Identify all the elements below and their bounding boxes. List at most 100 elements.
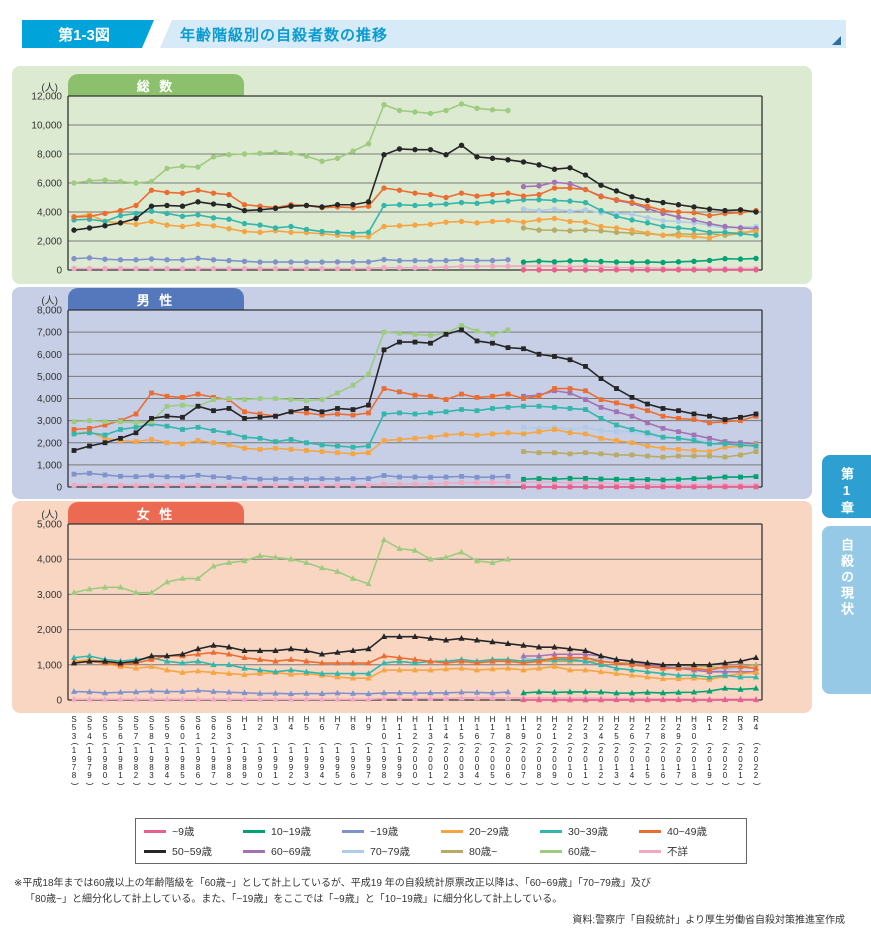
x-tick-label: H 1 4(2 0 0 2): [442, 715, 451, 786]
legend-item: 60歳~: [540, 842, 639, 860]
unit-label-female: (人): [41, 510, 58, 521]
svg-text:4,000: 4,000: [37, 555, 62, 566]
legend-label: ~19歳: [370, 825, 399, 838]
svg-text:0: 0: [56, 696, 62, 707]
x-tick-label: S 5 8(1 9 8 3): [147, 715, 157, 786]
legend-item: 60~69歳: [243, 842, 342, 860]
sidebar-tab-chapter[interactable]: 第1章: [822, 455, 871, 518]
legend-swatch: [144, 849, 166, 853]
legend-label: 10~19歳: [271, 825, 311, 838]
legend-item: 20~29歳: [441, 822, 540, 840]
tab-male-label: 男 性: [68, 288, 244, 310]
svg-text:2,000: 2,000: [37, 625, 62, 636]
legend-swatch: [342, 829, 364, 833]
svg-text:12,000: 12,000: [31, 92, 62, 103]
legend-label: 50~59歳: [172, 845, 212, 858]
footnote-line1: ※平成18年までは60歳以上の年齢階級を「60歳~」として計上しているが、平成1…: [14, 878, 651, 889]
legend-swatch: [441, 849, 463, 853]
x-tick-label: H 2 2(2 0 1 0): [566, 715, 575, 786]
tab-total-label: 総 数: [68, 74, 244, 96]
svg-text:6,000: 6,000: [37, 179, 62, 190]
x-tick-label: H 1 5(2 0 0 3): [457, 715, 467, 786]
legend-swatch: [639, 829, 661, 833]
svg-text:4,000: 4,000: [37, 208, 62, 219]
svg-text:8,000: 8,000: [37, 150, 62, 161]
svg-text:2,000: 2,000: [37, 237, 62, 248]
footnote-line2: 「80歳~」と細分化して計上している。また、「~19歳」をここでは「~9歳」と「…: [25, 894, 563, 905]
svg-text:8,000: 8,000: [37, 306, 62, 317]
x-tick-label: H 2 7(2 0 1 5): [643, 715, 653, 786]
legend-item: 50~59歳: [144, 842, 243, 860]
unit-label-total: (人): [41, 83, 58, 94]
legend-label: 不詳: [667, 845, 688, 858]
x-tick-label: H 2 3(2 0 1 1): [581, 715, 591, 786]
legend-label: 80歳~: [469, 845, 498, 858]
x-tick-label: H 1 1(1 9 9 9): [395, 715, 405, 786]
title-bar: 年齢階級別の自殺者数の推移: [160, 20, 846, 48]
male-chart: 0 1,000 2,000 3,000 4,000 5,000 6,000 7,000 8,00…: [37, 306, 763, 494]
corner-triangle-icon: [832, 36, 841, 45]
legend-item: 10~19歳: [243, 822, 342, 840]
figure-label: 第1-3図: [22, 20, 154, 48]
legend-item: 80歳~: [441, 842, 540, 860]
x-tick-label: S 5 6(1 9 8 1): [116, 715, 126, 786]
legend-item: ~19歳: [342, 822, 441, 840]
panel-male: [12, 287, 812, 499]
legend-swatch: [639, 849, 661, 853]
legend-swatch: [243, 849, 265, 853]
x-tick-label: H 2 1(2 0 0 9): [550, 715, 560, 786]
svg-text:3,000: 3,000: [37, 590, 62, 601]
page-title: 年齢階級別の自殺者数の推移: [180, 26, 389, 44]
legend-swatch: [243, 829, 265, 833]
legend-label: 60歳~: [568, 845, 597, 858]
x-tick-label: H 2 4(2 0 1 2): [597, 715, 606, 786]
legend-swatch: [144, 829, 166, 833]
legend-swatch: [540, 849, 562, 853]
legend-label: 70~79歳: [370, 845, 410, 858]
x-tick-label: H 1 9(2 0 0 7): [519, 715, 529, 786]
legend: ~9歳 10~19歳 ~19歳 20~29歳 30~39歳 40~49歳 50~59歳 60~…: [135, 818, 747, 864]
legend-label: 20~29歳: [469, 825, 509, 838]
legend-swatch: [342, 849, 364, 853]
x-tick-label: H 1 2(2 0 0 0): [411, 715, 420, 786]
x-tick-label: S 5 3(1 9 7 8): [70, 715, 79, 786]
x-tick-label: S 5 5(1 9 8 0): [101, 715, 110, 786]
legend-item: 70~79歳: [342, 842, 441, 860]
legend-swatch: [441, 829, 463, 833]
x-tick-label: H 2 5(2 0 1 3): [612, 715, 622, 786]
x-tick-label: H 2 9(2 0 1 7): [674, 715, 684, 786]
x-tick-label: S 6 3(1 9 8 8): [225, 715, 234, 786]
total-chart: 0 2,000 4,000 6,000 8,000 10,000 12,000: [31, 92, 763, 277]
unit-label-male: (人): [41, 296, 58, 307]
x-tick-label: H 1 3(2 0 0 1): [426, 715, 436, 786]
legend-label: 40~49歳: [667, 825, 707, 838]
legend-item: 不詳: [639, 842, 738, 860]
x-tick-label: S 6 2(1 9 8 7): [209, 715, 219, 786]
svg-text:6,000: 6,000: [37, 350, 62, 361]
x-tick-label: H 1 8(2 0 0 6): [504, 715, 513, 786]
svg-text:4,000: 4,000: [37, 394, 62, 405]
sidebar-tab-section[interactable]: 自殺の現状: [822, 526, 871, 694]
svg-text:5,000: 5,000: [37, 372, 62, 383]
svg-text:3,000: 3,000: [37, 416, 62, 427]
legend-swatch: [540, 829, 562, 833]
x-tick-label: S 5 9(1 9 8 4): [163, 715, 172, 786]
legend-label: ~9歳: [172, 825, 195, 838]
x-tick-label: H 1 7(2 0 0 5): [488, 715, 498, 786]
sidebar-section-label: 自殺の現状: [839, 538, 854, 618]
legend-item: ~9歳: [144, 822, 243, 840]
panel-total: [12, 66, 812, 284]
sidebar-chapter-label: 第1章: [839, 467, 854, 517]
source-note: 資料:警察庁「自殺統計」より厚生労働省自殺対策推進室作成: [572, 915, 845, 926]
x-axis: S 5 3(1 9 7 8) S 5 4(1 9 7 9) S 5 5(1 9 8 0) S 5 6(1 9 8 1) S 5 7(…: [8, 715, 808, 794]
svg-text:0: 0: [56, 266, 62, 277]
